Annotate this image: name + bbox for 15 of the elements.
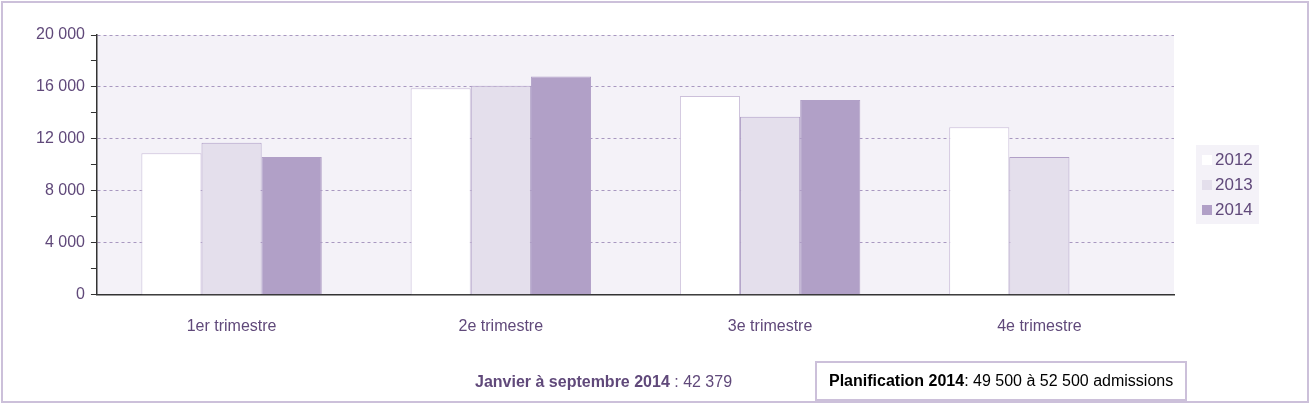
text: Planification 2014: 49 500 à 52 500 admissions <box>815 361 1188 401</box>
y-tick-label: 16 000 <box>36 77 86 95</box>
y-tick-label: 12 000 <box>36 129 86 147</box>
x-tick-label: 2e trimestre <box>458 316 544 334</box>
y-tick-label: 0 <box>76 285 86 303</box>
legend-label: 2012 <box>1215 149 1253 171</box>
x-tick-label: 4e trimestre <box>997 316 1082 334</box>
x-tick-label: 1er trimestre <box>186 316 277 334</box>
y-tick-label: 8 000 <box>44 181 86 199</box>
y-tick-label: 4 000 <box>44 233 86 251</box>
text: Janvier à septembre 2014 : 42 379 <box>475 373 733 391</box>
x-tick-label: 3e trimestre <box>727 316 813 334</box>
legend-label: 2013 <box>1215 174 1253 196</box>
legend-label: 2014 <box>1215 199 1253 221</box>
y-tick-label: 20 000 <box>36 25 86 43</box>
